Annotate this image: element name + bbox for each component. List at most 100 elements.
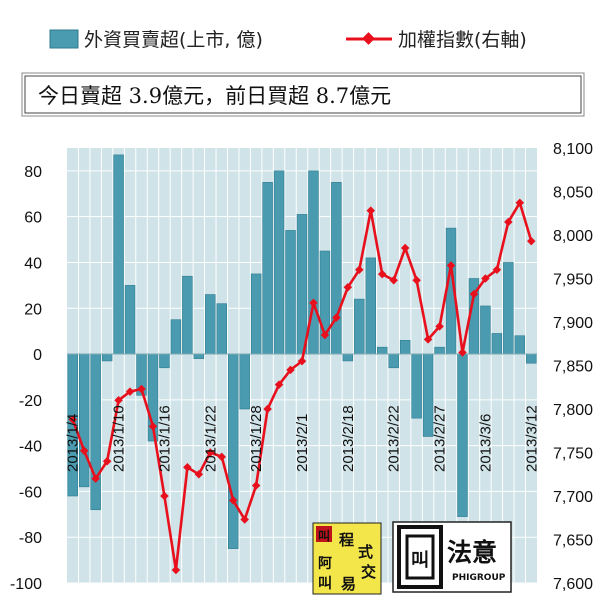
y-right-tick-label: 7,700 xyxy=(553,489,593,506)
index-point xyxy=(68,415,77,424)
x-tick-label: 2013/2/1 xyxy=(294,414,311,472)
index-point xyxy=(102,456,112,466)
index-point xyxy=(458,348,467,357)
y-axis-left: 80 60 40 20 0 -20 -40 -60 -80 -100 xyxy=(10,164,42,593)
index-point xyxy=(469,289,479,299)
index-point xyxy=(435,322,444,331)
bar xyxy=(399,340,411,355)
index-point xyxy=(114,396,123,405)
y-right-tick-label: 8,050 xyxy=(553,185,593,202)
bar xyxy=(227,353,239,549)
bar xyxy=(239,353,250,410)
index-point xyxy=(79,446,89,456)
logo-program-trading-w1: 程 xyxy=(339,531,354,549)
index-point xyxy=(332,313,341,322)
bar-series xyxy=(67,154,537,549)
index-point xyxy=(263,404,272,414)
index-point xyxy=(194,470,204,479)
logo-phigroup: 叫 法意 PHIGROUP xyxy=(392,521,512,593)
y-right-tick-label: 7,950 xyxy=(553,272,593,289)
annotation-frame xyxy=(21,72,585,117)
y-left-tick-label: 20 xyxy=(24,301,42,318)
logo-phigroup-name: 法意 xyxy=(447,538,497,567)
bar xyxy=(434,346,445,355)
bar xyxy=(480,305,491,355)
y-right-tick-label: 7,650 xyxy=(553,533,593,550)
index-point xyxy=(217,452,226,462)
index-point xyxy=(412,275,421,285)
index-point xyxy=(297,356,307,366)
x-tick-label: 2013/3/12 xyxy=(523,405,540,472)
index-point xyxy=(206,448,215,457)
legend: 外資買賣超(上市, 億) 加權指數(右軸) xyxy=(49,29,527,51)
legend-line-marker xyxy=(362,32,375,45)
index-point xyxy=(125,387,135,396)
index-point xyxy=(343,282,353,292)
index-point xyxy=(228,496,238,505)
bar xyxy=(124,285,136,355)
bar xyxy=(262,182,273,355)
bar xyxy=(250,273,262,355)
y-right-tick-label: 7,900 xyxy=(553,315,593,332)
x-tick-label: 2013/2/27 xyxy=(432,405,449,472)
y-left-tick-label: -80 xyxy=(19,530,42,547)
index-point xyxy=(389,275,398,285)
y-left-tick-label: -60 xyxy=(19,484,42,501)
x-tick-label: 2013/2/18 xyxy=(340,405,357,472)
index-point xyxy=(251,481,261,490)
legend-line-label: 加權指數(右軸) xyxy=(398,29,527,51)
bar xyxy=(354,298,365,355)
y-right-tick-label: 8,100 xyxy=(553,141,593,158)
x-tick-label: 2013/2/22 xyxy=(386,405,403,472)
annotation-inner-frame xyxy=(24,75,582,114)
index-point xyxy=(320,330,330,340)
y-left-tick-label: 40 xyxy=(24,255,42,272)
annotation-box: 今日賣超 3.9億元，前日買超 8.7億元 xyxy=(21,72,585,117)
bar xyxy=(411,353,422,419)
logo-program-trading-mark: 叫 xyxy=(318,528,330,543)
bar xyxy=(170,319,182,355)
y-right-tick-label: 8,000 xyxy=(553,228,593,245)
logo-program-trading-w3: 交 xyxy=(361,563,376,581)
index-point xyxy=(481,274,490,283)
legend-bar-label: 外資買賣超(上市, 億) xyxy=(84,29,263,51)
bar xyxy=(342,353,354,362)
annotation-text: 今日賣超 3.9億元，前日買超 8.7億元 xyxy=(38,84,391,108)
y-right-tick-label: 7,800 xyxy=(553,402,593,419)
y-left-tick-label: -100 xyxy=(10,576,42,593)
logo-program-trading-a: 阿 xyxy=(318,556,332,572)
x-tick-label: 2013/1/10 xyxy=(111,405,128,472)
index-point xyxy=(286,365,295,375)
bar xyxy=(388,353,399,369)
index-point xyxy=(423,335,433,344)
index-point xyxy=(355,265,364,275)
bar xyxy=(377,346,388,355)
bar xyxy=(457,353,468,517)
bar xyxy=(514,335,526,355)
y-left-tick-label: 0 xyxy=(33,347,42,364)
index-point xyxy=(366,206,376,215)
bar xyxy=(90,353,101,511)
index-point xyxy=(309,298,318,308)
x-tick-label: 2013/1/4 xyxy=(65,414,82,472)
index-point xyxy=(91,474,100,483)
logo-program-trading-mark-bg xyxy=(316,526,332,542)
y-left-tick-label: -20 xyxy=(19,393,42,410)
y-right-tick-label: 7,850 xyxy=(553,359,593,376)
index-point xyxy=(378,269,387,279)
bar xyxy=(205,294,216,355)
bar xyxy=(285,230,296,355)
y-right-tick-label: 7,600 xyxy=(553,576,593,593)
x-tick-label: 2013/1/22 xyxy=(202,405,219,472)
y-left-tick-label: 60 xyxy=(24,210,42,227)
index-point xyxy=(137,384,146,394)
bar xyxy=(159,353,170,369)
bar xyxy=(491,333,503,355)
logo-phigroup-sub: PHIGROUP xyxy=(452,573,506,583)
y-left-tick-label: -40 xyxy=(19,439,42,456)
legend-bar-swatch xyxy=(49,29,79,49)
bar xyxy=(526,353,537,364)
index-point xyxy=(400,243,410,253)
index-point xyxy=(183,463,192,472)
